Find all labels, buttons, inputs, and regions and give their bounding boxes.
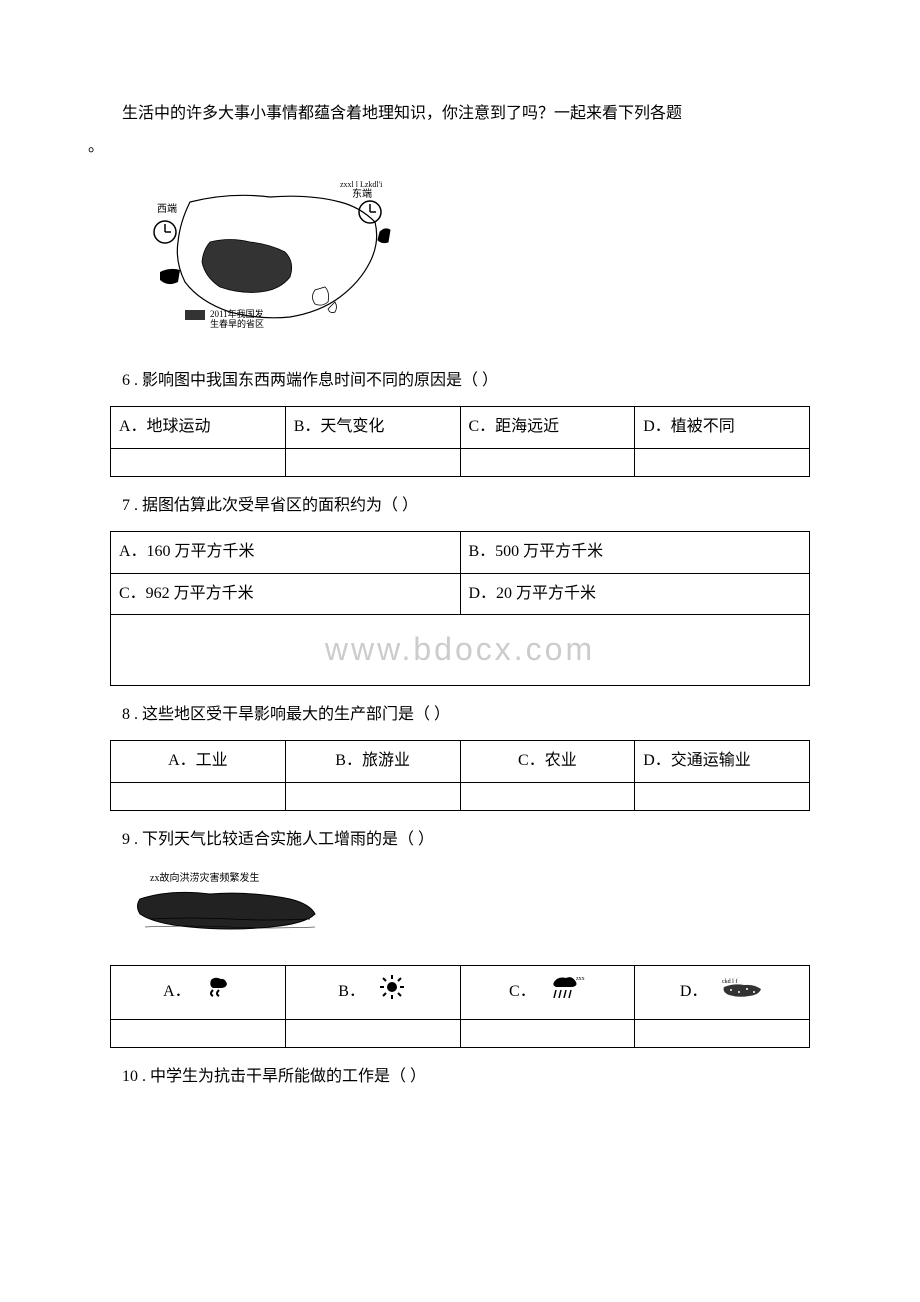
q9-label-d: D． (680, 978, 708, 1007)
cloud-rain-icon: zxx (548, 972, 586, 1013)
q8-empty-b (285, 782, 460, 810)
sandstorm-icon: ckd l f (719, 975, 764, 1011)
q8-option-b: B．旅游业 (285, 740, 460, 782)
q9-option-b: B． (285, 966, 460, 1020)
intro-line1: 生活中的许多大事小事情都蕴含着地理知识，你注意到了吗？一起来看下列各题 (122, 105, 682, 122)
china-map-figure: zxxl l Lzkdl'i 东端 西端 2011年我国发 生春旱的省区 (130, 172, 830, 353)
q7-text: 7 . 据图估算此次受旱省区的面积约为（ ） (122, 497, 418, 514)
q9-options-table: A． B． (110, 965, 810, 1048)
q7-option-c: C．962 万平方千米 (111, 573, 461, 615)
legend-swatch (185, 310, 205, 320)
drought-region (202, 239, 292, 292)
q8-empty-c (460, 782, 635, 810)
question-7: 7 . 据图估算此次受旱省区的面积约为（ ） (90, 492, 830, 521)
china-map-svg: zxxl l Lzkdl'i 东端 西端 2011年我国发 生春旱的省区 (130, 172, 410, 342)
q6-empty-c (460, 448, 635, 476)
q7-option-a: A．160 万平方千米 (111, 531, 461, 573)
question-10: 10 . 中学生为抗击干旱所能做的工作是（ ） (90, 1063, 830, 1092)
q9-option-c: C． zxx (460, 966, 635, 1020)
q9-empty-d (635, 1019, 810, 1047)
q9-option-d: D． ckd l f (635, 966, 810, 1020)
svg-text:zxx: zxx (576, 976, 585, 982)
intro-line2: 。 (88, 138, 104, 155)
intro-paragraph: 生活中的许多大事小事情都蕴含着地理知识，你注意到了吗？一起来看下列各题 (90, 100, 830, 129)
q9-empty-c (460, 1019, 635, 1047)
weather-banner: zx故向洪涝灾害频繁发生 (130, 869, 830, 950)
q8-option-a: A．工业 (111, 740, 286, 782)
q6-option-c: C．距海远近 (460, 407, 635, 449)
intro-continuation: 。 (88, 133, 830, 162)
q6-options-table: A．地球运动 B．天气变化 C．距海远近 D．植被不同 (110, 406, 810, 477)
q9-empty-b (285, 1019, 460, 1047)
q9-option-a: A． (111, 966, 286, 1020)
weather-banner-svg: zx故向洪涝灾害频繁发生 (130, 869, 330, 939)
legend-text-2: 生春旱的省区 (210, 318, 264, 329)
map-west-label: 西端 (157, 202, 177, 215)
q9-label-a: A． (163, 978, 191, 1007)
q7-options-table: A．160 万平方千米 B．500 万平方千米 C．962 万平方千米 D．20… (110, 531, 810, 686)
q6-option-b: B．天气变化 (285, 407, 460, 449)
watermark-cell: www.bdocx.com (111, 615, 810, 686)
question-6: 6 . 影响图中我国东西两端作息时间不同的原因是（ ） (90, 367, 830, 396)
q9-text: 9 . 下列天气比较适合实施人工增雨的是（ ） (122, 831, 434, 848)
q8-option-d: D．交通运输业 (635, 740, 810, 782)
person-east-icon (378, 228, 390, 242)
q8-empty-a (111, 782, 286, 810)
q9-empty-a (111, 1019, 286, 1047)
q9-label-c: C． (509, 978, 536, 1007)
banner-text: zx故向洪涝灾害频繁发生 (150, 871, 259, 884)
q9-label-b: B． (338, 978, 365, 1007)
question-8: 8 . 这些地区受干旱影响最大的生产部门是（ ） (90, 701, 830, 730)
person-west-icon (160, 268, 180, 283)
sunny-icon (377, 972, 407, 1013)
rain-icon (203, 972, 233, 1013)
legend-text-1: 2011年我国发 (210, 308, 264, 319)
q6-empty-d (635, 448, 810, 476)
q6-empty-a (111, 448, 286, 476)
flood-shape (138, 893, 316, 930)
map-east-label: 东端 (352, 187, 372, 200)
question-9: 9 . 下列天气比较适合实施人工增雨的是（ ） (90, 826, 830, 855)
q7-option-d: D．20 万平方千米 (460, 573, 810, 615)
q10-text: 10 . 中学生为抗击干旱所能做的工作是（ ） (122, 1068, 426, 1085)
svg-text:ckd l f: ckd l f (722, 978, 737, 985)
q6-text: 6 . 影响图中我国东西两端作息时间不同的原因是（ ） (122, 372, 498, 389)
q6-option-a: A．地球运动 (111, 407, 286, 449)
q8-option-c: C．农业 (460, 740, 635, 782)
q6-option-d: D．植被不同 (635, 407, 810, 449)
q6-empty-b (285, 448, 460, 476)
q8-options-table: A．工业 B．旅游业 C．农业 D．交通运输业 (110, 740, 810, 811)
q8-empty-d (635, 782, 810, 810)
q8-text: 8 . 这些地区受干旱影响最大的生产部门是（ ） (122, 706, 450, 723)
q7-option-b: B．500 万平方千米 (460, 531, 810, 573)
map-topright-label: zxxl l Lzkdl'i (340, 180, 383, 189)
